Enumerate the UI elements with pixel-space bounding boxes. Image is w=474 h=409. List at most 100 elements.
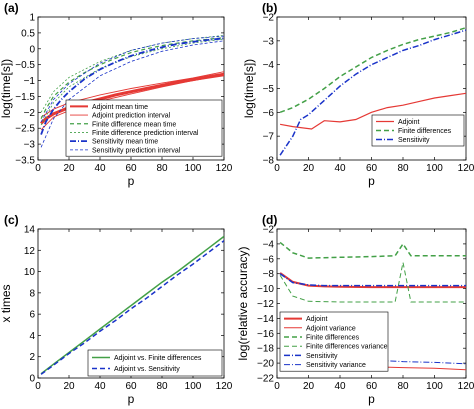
x-tick-label: 40 <box>94 163 106 174</box>
x-tick-label: 100 <box>426 381 443 392</box>
legend-entry: Adjoint prediction interval <box>92 113 171 120</box>
y-axis-label: log(time[s]) <box>242 59 256 118</box>
x-tick-label: 120 <box>458 163 474 174</box>
y-tick-label: −8 <box>263 156 275 167</box>
x-tick-label: 20 <box>63 381 75 392</box>
y-tick-label: −1.5 <box>15 92 35 103</box>
series-line-4 <box>40 38 224 126</box>
y-tick-label: 8 <box>29 288 35 299</box>
series-line-2 <box>40 75 224 131</box>
y-tick-label: −20 <box>257 359 274 370</box>
legend-entry: Finite difference prediction interval <box>92 130 199 137</box>
y-tick-label: −2 <box>263 13 275 24</box>
y-axis-label: log(time[s]) <box>0 59 13 118</box>
y-tick-label: −16 <box>257 329 274 340</box>
y-tick-label: −8 <box>263 269 275 280</box>
x-tick-label: 40 <box>334 381 346 392</box>
y-tick-label: −3 <box>263 36 275 47</box>
x-tick-label: 120 <box>458 381 474 392</box>
x-tick-label: 60 <box>366 163 378 174</box>
y-tick-label: −14 <box>257 314 274 325</box>
x-tick-label: 60 <box>366 381 378 392</box>
y-tick-label: −12 <box>257 299 274 310</box>
y-tick-label: −7 <box>263 132 275 143</box>
x-tick-label: 20 <box>303 381 315 392</box>
x-tick-label: 100 <box>185 163 202 174</box>
y-tick-label: 10 <box>24 267 36 278</box>
legend-box <box>279 311 389 372</box>
legend-entry: Sensitivity prediction interval <box>92 147 181 154</box>
y-tick-label: −1 <box>24 76 36 87</box>
y-tick-label: 0 <box>29 374 35 385</box>
x-tick-label: 120 <box>216 381 233 392</box>
panel-label: (a) <box>4 1 19 15</box>
series-line-6 <box>40 40 224 148</box>
series-line-3 <box>279 241 466 259</box>
legend-entry: Sensitivity <box>306 353 338 360</box>
legend-entry: Sensitivity mean time <box>92 139 158 146</box>
legend-entry: Adjoint mean time <box>92 104 148 111</box>
x-tick-label: 80 <box>397 381 409 392</box>
y-tick-label: −3.5 <box>15 156 35 167</box>
x-axis-label: p <box>368 392 375 406</box>
legend-entry: Adjoint <box>306 316 327 323</box>
x-tick-label: 120 <box>216 163 233 174</box>
series-band-upper-4 <box>40 35 224 113</box>
y-tick-label: −2 <box>263 225 275 236</box>
series-line-5 <box>279 273 466 287</box>
legend-entry: Finite difference mean time <box>92 121 176 128</box>
panel-label: (c) <box>4 213 19 227</box>
x-tick-label: 100 <box>185 381 202 392</box>
y-tick-label: −2.5 <box>15 124 35 135</box>
series-line-5 <box>40 37 224 135</box>
y-tick-label: −3 <box>24 140 36 151</box>
y-tick-label: −5 <box>263 84 275 95</box>
panel-2: 0 20 40 60 80 100 120 −8 −7 −6 −5 −4 −3 −2 Adjoint Fini… <box>242 1 474 188</box>
series-line-1 <box>40 72 224 125</box>
x-tick-label: 80 <box>156 381 168 392</box>
y-tick-label: 0 <box>29 44 35 55</box>
panel-label: (b) <box>262 1 277 15</box>
legend-entry: Adjoint vs. Finite differences <box>114 355 202 362</box>
x-axis-label: p <box>368 174 375 188</box>
y-tick-label: 1 <box>29 13 35 24</box>
x-tick-label: 80 <box>156 163 168 174</box>
series-line-3 <box>279 29 466 156</box>
y-tick-label: −4 <box>263 239 275 250</box>
panel-4: 0 20 40 60 80 100 120 −22 −20 −18 −16 −14 −12 −10 −8 −6… <box>236 213 474 406</box>
legend-entry: Adjoint <box>398 119 419 126</box>
series-line-2 <box>279 26 466 114</box>
legend-entry: Sensitivity variance <box>306 362 366 369</box>
x-tick-label: 0 <box>274 381 280 392</box>
y-tick-label: −0.5 <box>15 60 35 71</box>
x-tick-label: 20 <box>303 163 315 174</box>
y-tick-label: −6 <box>263 254 275 265</box>
y-tick-label: −22 <box>257 374 274 385</box>
legend-entry: Adjoint vs. Sensitivity <box>114 366 180 373</box>
series-line-1 <box>40 235 224 375</box>
panel-3: 0 20 40 60 80 100 120 0 2 4 6 8 10 12 14 Adjoint vs. Fi… <box>0 213 233 406</box>
x-tick-label: 100 <box>426 163 443 174</box>
legend-entry: Adjoint variance <box>306 325 356 332</box>
y-tick-label: 12 <box>24 246 36 257</box>
series-line-1 <box>279 272 466 289</box>
series-band-upper-2 <box>40 71 224 118</box>
y-tick-label: −10 <box>257 284 274 295</box>
panel-1: 0 20 40 60 80 100 120 −3.5 −3 −2.5 −2 −1.5 −1 −0.5 0 0.… <box>0 1 233 188</box>
x-axis-label: p <box>128 392 135 406</box>
y-tick-label: −6 <box>263 108 275 119</box>
x-tick-label: 40 <box>94 381 106 392</box>
series-line-2 <box>40 240 224 375</box>
y-tick-label: 6 <box>29 310 35 321</box>
x-axis-label: p <box>128 174 135 188</box>
x-tick-label: 0 <box>35 381 41 392</box>
legend-entry: Finite differences variance <box>306 344 388 351</box>
legend-box <box>65 99 223 157</box>
y-tick-label: 0.5 <box>21 28 35 39</box>
x-tick-label: 60 <box>125 381 137 392</box>
x-tick-label: 40 <box>334 163 346 174</box>
y-tick-label: −2 <box>24 108 36 119</box>
panel-label: (d) <box>262 213 277 227</box>
series-line-1 <box>279 92 466 130</box>
